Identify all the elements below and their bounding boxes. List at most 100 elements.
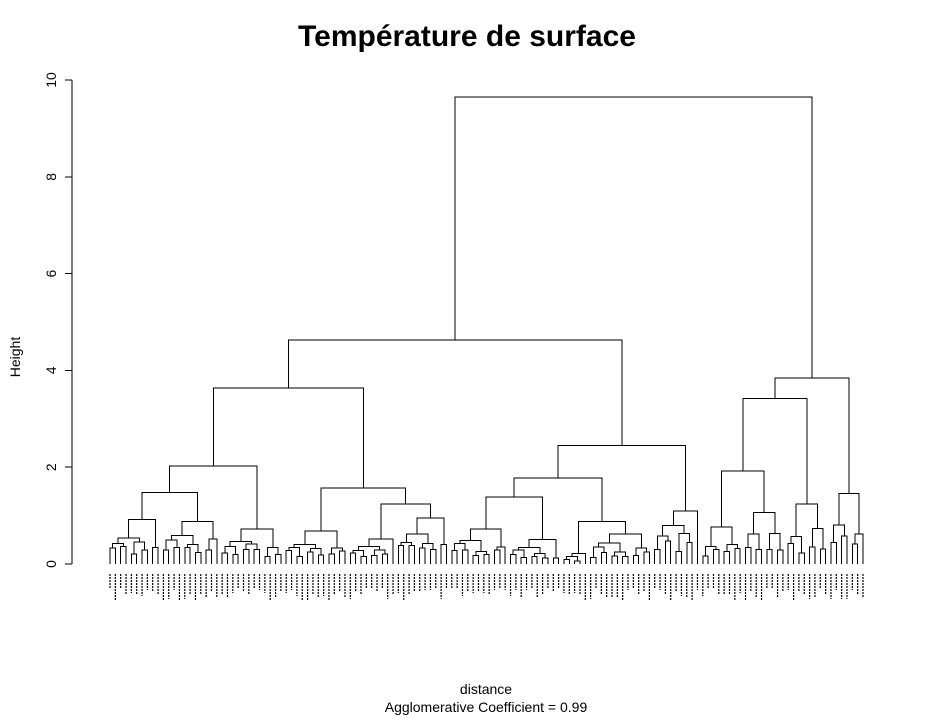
dendrogram-branch [790,535,803,553]
dendrogram-branch [662,525,685,537]
dendrogram-branch [212,387,364,489]
dendrogram-branch [397,544,405,564]
dendrogram-branch [510,553,517,564]
y-axis-label: Height [7,336,23,378]
dendrogram-branch [598,542,621,552]
y-tick-label: 8 [43,173,59,181]
dendrogram-branch [368,538,394,564]
dendrogram-branch [745,546,752,564]
dendrogram-branch [702,555,709,564]
dendrogram-branch [518,546,541,554]
dendrogram-branch [710,526,733,547]
dendrogram-branch [552,557,560,564]
dendrogram-branch [419,547,426,564]
dendrogram-branch [381,553,389,564]
dendrogram-branch [317,554,325,564]
dendrogram-branch [169,465,258,530]
dendrogram-branch [267,547,279,557]
y-tick-label: 2 [43,463,59,471]
dendrogram-branch [787,542,795,564]
dendrogram-branch [360,556,367,564]
chart-title: Température de surface [298,20,636,53]
dendrogram-branch [734,547,741,564]
dendrogram-branch [421,543,434,550]
dendrogram-branch [371,555,378,564]
dendrogram-branch [224,546,236,555]
dendrogram-branch [841,535,848,564]
dendrogram-branch [184,546,191,564]
dendrogram-branch [186,544,199,553]
dendrogram-branch [608,533,642,548]
dendrogram-branch [165,539,178,550]
dendrogram-branch [309,548,322,555]
y-tick-label: 0 [43,560,59,568]
dendrogram-branch [373,549,386,556]
agglomerative-coefficient-value: 0.99 [559,699,588,715]
dendrogram-branch [475,550,487,556]
dendrogram-branch [675,550,682,564]
dendrogram-branch [574,560,581,564]
dendrogram-branch [304,530,338,549]
dendrogram-branch [723,550,730,564]
dendrogram-branch [339,550,346,564]
dendrogram-branch [141,491,198,522]
dendrogram-branch [494,549,501,564]
dendrogram-branch [753,512,776,534]
dendrogram-branch [243,548,250,564]
dendrogram-branch [357,545,381,551]
dendrogram-branch [221,552,228,564]
dendrogram-branch [656,535,669,550]
dendrogram-branch [838,492,860,534]
dendrogram-branch [285,549,293,564]
dendrogram-branch [720,470,765,528]
dendrogram-branch [819,548,827,564]
dendrogram-branch [133,541,146,555]
dendrogram-branch [181,520,214,540]
dendrogram-branch [194,552,202,564]
dendrogram-branch [672,510,698,564]
dendrogram-branch [622,555,629,564]
dendrogram-branch [349,552,357,564]
dendrogram-branch [128,518,156,548]
dendrogram-branch [563,559,570,564]
dendrogram-root-branch [454,96,813,379]
dendrogram-branch [520,556,528,564]
dendrogram-branch [275,554,282,564]
dendrogram-branch [459,540,482,552]
dendrogram-branch [795,503,819,537]
dendrogram-branch [229,540,253,547]
dendrogram-branch [611,555,618,564]
dendrogram-branch [205,549,212,564]
dendrogram-branch [152,546,159,564]
dendrogram-branch [320,487,407,532]
dendrogram-branch [769,532,781,551]
dendrogram-branch [654,549,661,564]
agglomerative-coefficient: Agglomerative Coefficient = 0.99 [0,699,934,715]
dendrogram-branch [755,549,763,564]
agglomerative-coefficient-label: Agglomerative Coefficient = [384,699,560,715]
dendrogram-branch [408,544,415,564]
dendrogram-branch [307,551,314,564]
dendrogram-branch [461,549,469,564]
dendrogram-branch [245,543,258,550]
dendrogram-branch [469,528,502,547]
dendrogram-branch [600,551,608,564]
dendrogram-branch [512,549,525,558]
dendrogram-branch [293,543,317,549]
dendrogram-branch [798,552,805,564]
dendrogram-branch [664,540,672,564]
dendrogram-branch [264,555,271,564]
dendrogram-branch [141,549,148,564]
dendrogram-tree [109,96,864,564]
y-tick-label: 6 [43,269,59,277]
dendrogram-branch [809,546,816,564]
dendrogram-branch [712,549,720,564]
dendrogram-branch [416,517,445,545]
dendrogram-branch [528,538,557,559]
dendrogram-branch [483,553,490,564]
dendrogram-branch [429,549,437,564]
dendrogram-branch [513,477,603,522]
dendrogram-branch [485,496,544,540]
y-tick-label: 4 [43,366,59,374]
dendrogram-branch [704,546,717,556]
